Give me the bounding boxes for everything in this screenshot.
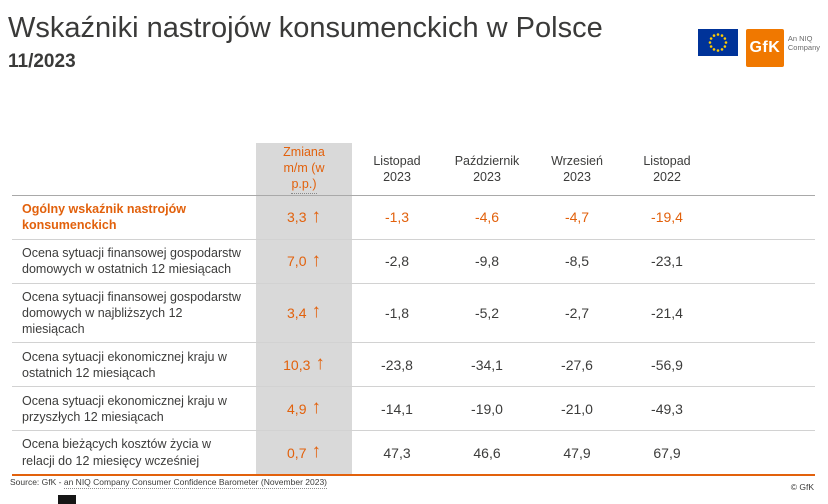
value-cell: -2,8 (352, 240, 442, 284)
month-header-year: 2023 (473, 170, 501, 184)
month-header-year: 2023 (383, 170, 411, 184)
value-cell: -4,6 (442, 196, 532, 240)
value-cell: -19,0 (442, 387, 532, 432)
value-cell: 46,6 (442, 431, 532, 476)
gfk-logo: GfK An NIQ Company (745, 29, 820, 67)
source-note-reference: an NIQ Company Consumer Confidence Barom… (63, 477, 328, 489)
change-value: 0,7 (287, 444, 307, 461)
change-value: 10,3 (283, 356, 311, 373)
corner-artifact (58, 495, 76, 504)
value-cell: -27,6 (532, 343, 622, 388)
month-header-month: Listopad (643, 153, 691, 168)
page-title: Wskaźniki nastrojów konsumenckich w Pols… (8, 12, 603, 44)
value-cell: -23,8 (352, 343, 442, 388)
row-label: Ocena sytuacji ekonomicznej kraju w osta… (12, 343, 256, 388)
row-filler (712, 284, 815, 344)
month-column-header: Listopad 2022 (622, 143, 712, 196)
value-cell: -4,7 (532, 196, 622, 240)
month-header-month: Wrzesień (551, 153, 603, 168)
niq-company-label: An NIQ Company (788, 34, 820, 53)
change-value-cell: 0,7 ↑ (256, 431, 352, 476)
month-column-header: Wrzesień 2023 (532, 143, 622, 196)
up-arrow-icon: ↑ (311, 301, 321, 323)
month-header-year: 2023 (563, 170, 591, 184)
month-column-header: Październik 2023 (442, 143, 532, 196)
change-value-cell: 7,0 ↑ (256, 239, 352, 284)
value-cell: -19,4 (622, 196, 712, 240)
source-note: Source: GfK - an NIQ Company Consumer Co… (10, 477, 328, 489)
header-filler (712, 143, 815, 196)
row-filler (712, 343, 815, 388)
change-value: 7,0 (287, 253, 307, 269)
value-cell: -14,1 (352, 387, 442, 432)
gfk-logo-icon: GfK (745, 29, 784, 67)
change-column-header-line: p.p.) (291, 176, 317, 195)
eu-flag-icon (697, 29, 738, 56)
month-header-month: Listopad (373, 153, 421, 168)
change-column-header: Zmiana m/m (w p.p.) (256, 143, 352, 196)
month-column-header: Listopad 2023 (352, 143, 442, 196)
row-filler (712, 431, 815, 476)
up-arrow-icon: ↑ (311, 205, 321, 227)
row-label: Ocena sytuacji finansowej gospodarstw do… (12, 284, 256, 344)
change-column-header-line: Zmiana (283, 144, 325, 159)
change-value: 3,4 (287, 304, 307, 321)
value-cell: -1,3 (352, 196, 442, 240)
gfk-logo-text: GfK (749, 39, 781, 56)
change-value-cell: 4,9 ↑ (256, 387, 352, 432)
change-value-cell: 3,3 ↑ (256, 196, 352, 240)
value-cell: 47,3 (352, 431, 442, 476)
row-filler (712, 240, 815, 284)
value-cell: 47,9 (532, 431, 622, 476)
row-label: Ocena sytuacji finansowej gospodarstw do… (12, 240, 256, 284)
value-cell: -23,1 (622, 240, 712, 284)
month-header-year: 2022 (653, 170, 681, 184)
change-value: 3,3 (287, 209, 307, 226)
indicators-table: Zmiana m/m (w p.p.) Listopad 2023 Październik… (12, 143, 815, 476)
niq-company-line2: Company (787, 43, 820, 53)
change-value-cell: 3,4 ↑ (256, 283, 352, 344)
value-cell: -8,5 (532, 240, 622, 284)
header-label-spacer (12, 143, 256, 196)
value-cell: -56,9 (622, 343, 712, 388)
value-cell: -5,2 (442, 284, 532, 344)
row-filler (712, 196, 815, 240)
up-arrow-icon: ↑ (311, 441, 321, 462)
up-arrow-icon: ↑ (311, 249, 321, 271)
header: Wskaźniki nastrojów konsumenckich w Pols… (8, 12, 603, 73)
value-cell: -1,8 (352, 284, 442, 344)
copyright: © GfK (790, 482, 814, 492)
logo-group: GfK An NIQ Company (697, 29, 820, 67)
change-value-cell: 10,3 ↑ (256, 343, 352, 388)
month-header-month: Październik (454, 153, 520, 168)
value-cell: -21,4 (622, 284, 712, 344)
value-cell: 67,9 (622, 431, 712, 476)
row-label: Ocena sytuacji ekonomicznej kraju w przy… (12, 387, 256, 432)
niq-company-line1: An NIQ (787, 34, 813, 43)
up-arrow-icon: ↑ (315, 353, 325, 375)
page-subtitle: 11/2023 (8, 51, 76, 72)
value-cell: -9,8 (442, 240, 532, 284)
change-value: 4,9 (287, 400, 307, 417)
value-cell: -21,0 (532, 387, 622, 432)
change-column-header-line: m/m (w (283, 160, 325, 175)
row-label: Ocena bieżących kosztów życia w relacji … (12, 431, 256, 476)
value-cell: -34,1 (442, 343, 532, 388)
row-filler (712, 387, 815, 432)
source-note-prefix: Source: GfK - (10, 477, 64, 487)
value-cell: -49,3 (622, 387, 712, 432)
up-arrow-icon: ↑ (311, 397, 321, 419)
value-cell: -2,7 (532, 284, 622, 344)
row-label: Ogólny wskaźnik nastrojów konsumenckich (12, 196, 256, 240)
